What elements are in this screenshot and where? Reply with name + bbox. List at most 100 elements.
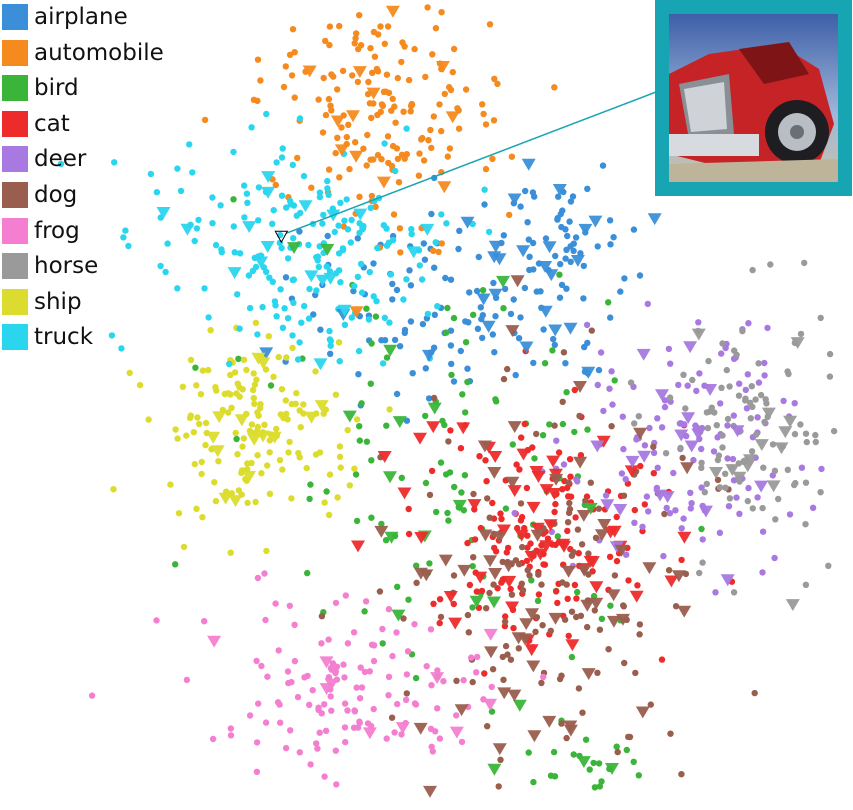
point-truck: [325, 191, 332, 199]
highlighted-point-cat: [524, 551, 539, 563]
point-ship: [193, 382, 200, 389]
point-automobile: [343, 133, 350, 141]
point-dog: [517, 500, 525, 507]
point-truck: [147, 170, 155, 178]
point-frog: [404, 648, 412, 655]
point-airplane: [396, 343, 404, 350]
point-ship: [312, 451, 320, 458]
point-dog: [533, 430, 540, 438]
point-frog: [261, 570, 268, 577]
point-bird: [372, 313, 380, 320]
point-dog: [579, 709, 586, 716]
point-airplane: [580, 262, 587, 270]
point-airplane: [317, 326, 324, 333]
legend-label: ship: [34, 288, 82, 315]
highlighted-point-dog: [492, 531, 507, 544]
highlighted-point-dog: [478, 529, 493, 542]
highlighted-point-bird: [496, 275, 510, 288]
point-dog: [524, 566, 531, 574]
highlighted-point-dog: [483, 555, 498, 568]
highlighted-point-bird: [320, 243, 335, 256]
point-deer: [639, 523, 646, 530]
point-ship: [303, 464, 310, 472]
highlighted-point-cat: [497, 524, 511, 537]
point-automobile: [482, 165, 490, 173]
point-bird: [568, 653, 576, 661]
point-truck: [212, 241, 220, 249]
highlighted-point-frog: [483, 628, 498, 641]
point-ship: [225, 409, 232, 416]
point-horse: [689, 376, 696, 384]
point-bird: [267, 382, 275, 389]
point-automobile: [389, 95, 396, 103]
point-automobile: [319, 129, 327, 136]
point-horse: [802, 521, 809, 528]
point-truck: [315, 263, 322, 271]
highlighted-point-deer: [625, 455, 640, 468]
point-deer: [548, 528, 555, 536]
point-automobile: [257, 77, 264, 84]
point-ship: [250, 370, 257, 377]
highlighted-point-deer: [674, 429, 689, 442]
point-horse: [797, 330, 805, 338]
point-ship: [251, 400, 258, 407]
point-bird: [464, 378, 471, 386]
point-cat: [428, 467, 436, 475]
highlighted-point-deer: [754, 480, 769, 493]
point-automobile: [480, 110, 487, 118]
point-deer: [623, 551, 630, 558]
point-deer: [690, 456, 697, 464]
highlighted-point-airplane: [647, 213, 662, 226]
point-ship: [336, 453, 344, 460]
point-frog: [255, 700, 262, 707]
point-automobile: [345, 121, 352, 128]
point-automobile: [438, 9, 445, 16]
point-airplane: [462, 318, 469, 325]
point-frog: [321, 773, 328, 780]
point-cat: [567, 473, 574, 480]
point-truck: [296, 115, 304, 122]
highlighted-point-ship: [267, 431, 282, 444]
point-horse: [698, 464, 705, 471]
point-truck: [259, 303, 266, 311]
point-bird: [596, 783, 604, 790]
highlighted-point-automobile: [376, 176, 391, 189]
point-ship: [186, 414, 194, 422]
point-airplane: [447, 276, 455, 283]
point-ship: [211, 479, 218, 486]
point-ship: [321, 499, 328, 506]
point-automobile: [438, 240, 445, 247]
point-truck: [380, 222, 387, 229]
point-automobile: [360, 145, 367, 152]
highlighted-point-dog: [527, 730, 542, 743]
point-horse: [719, 340, 726, 347]
point-ship: [198, 470, 205, 478]
point-airplane: [350, 287, 357, 295]
point-ship: [145, 416, 152, 423]
highlighted-point-bird: [392, 416, 407, 428]
highlighted-point-deer: [600, 499, 615, 512]
point-airplane: [577, 250, 584, 257]
point-ship: [286, 438, 293, 446]
point-frog: [294, 693, 302, 701]
highlighted-point-dog: [519, 618, 534, 631]
point-deer: [678, 525, 685, 532]
point-dog: [596, 626, 604, 633]
point-bird: [469, 604, 476, 611]
point-automobile: [338, 124, 345, 131]
point-truck: [209, 220, 216, 227]
highlighted-point-cat: [629, 590, 644, 603]
point-ship: [277, 411, 284, 418]
point-truck: [356, 229, 363, 237]
point-airplane: [552, 252, 559, 260]
point-bird: [549, 347, 556, 354]
highlighted-point-airplane: [544, 269, 559, 282]
point-horse: [825, 562, 832, 569]
point-truck: [298, 319, 305, 326]
point-automobile: [407, 108, 414, 115]
point-automobile: [365, 78, 372, 86]
highlighted-point-bird: [383, 471, 397, 484]
point-deer: [666, 510, 674, 517]
point-bird: [630, 758, 637, 765]
point-dog: [558, 672, 565, 679]
